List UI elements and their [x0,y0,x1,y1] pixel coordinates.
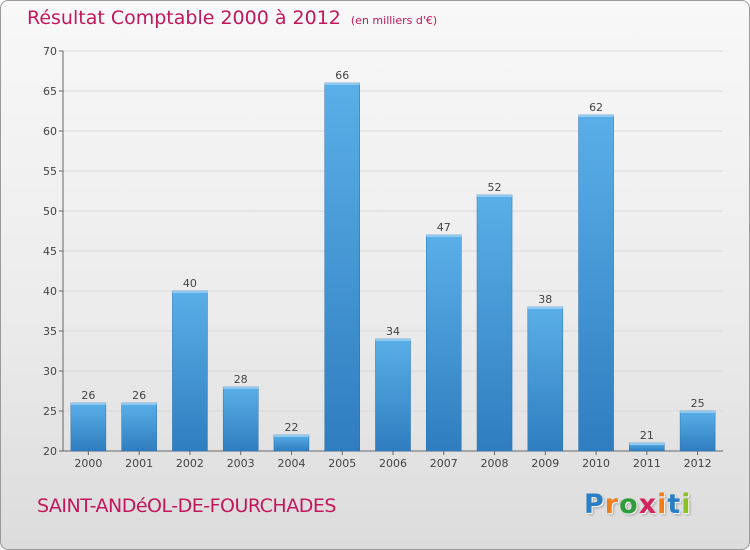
x-tick-label-2009: 2009 [531,457,559,470]
bar-highlight-2006 [375,339,411,341]
x-tick-label-2008: 2008 [481,457,509,470]
logo-letter: P [584,489,605,520]
data-label-2007: 47 [437,221,451,234]
data-label-2001: 26 [132,389,146,402]
x-tick-label-2010: 2010 [582,457,610,470]
bar-highlight-2004 [273,435,309,437]
data-label-2003: 28 [234,373,248,386]
title-row: Résultat Comptable 2000 à 2012 (en millie… [27,7,437,29]
y-tick-label: 45 [43,245,57,258]
data-label-2002: 40 [183,277,197,290]
data-label-2004: 22 [284,421,298,434]
bar-2007 [426,234,462,452]
bars [70,82,716,452]
data-label-2010: 62 [589,101,603,114]
bar-2012 [679,410,716,452]
logo-letter: x [638,489,658,520]
bar-highlight-2001 [121,403,157,405]
bar-highlight-2012 [680,411,716,413]
bar-2000 [70,402,107,452]
bar-2008 [476,194,513,452]
x-tick-label-2004: 2004 [277,457,305,470]
y-tick-label: 40 [43,285,57,298]
bar-2002 [172,290,208,452]
x-tick-label-2003: 2003 [227,457,255,470]
y-tick-label: 65 [43,85,57,98]
bar-2003 [222,386,259,452]
bar-2006 [375,338,411,452]
data-label-2009: 38 [538,293,552,306]
x-tick-label-2012: 2012 [684,457,712,470]
bar-2001 [121,402,157,452]
bar-highlight-2002 [172,291,208,293]
y-tick-labels: 20 25 30 35 40 45 50 55 60 65 70 [43,45,57,458]
x-tick-label-2001: 2001 [125,457,153,470]
bar-highlight-2007 [426,235,462,237]
bar-highlight-2003 [223,387,259,389]
logo-letter: i [657,489,668,520]
x-tick-label-2007: 2007 [430,457,458,470]
x-tick-label-2005: 2005 [328,457,356,470]
logo-letter: r [604,489,620,520]
logo-letter: i [681,489,692,520]
y-tick-label: 50 [43,205,57,218]
x-tick-labels: 2000 2001 2002 2003 2004 2005 2006 2007 2008 2009… [74,457,711,470]
bar-2005 [324,82,360,452]
chart-title: Résultat Comptable 2000 à 2012 [27,7,341,29]
data-label-2012: 25 [691,397,705,410]
y-tick-label: 55 [43,165,57,178]
data-label-2005: 66 [335,69,349,82]
bar-2009 [527,306,564,452]
y-tick-label: 25 [43,405,57,418]
y-tick-label: 70 [43,45,57,58]
y-tick-label: 35 [43,325,57,338]
bar-highlight-2008 [477,195,513,197]
data-label-2000: 26 [81,389,95,402]
y-tick-label: 20 [43,445,57,458]
chart-subtitle: (en milliers d'€) [350,14,438,27]
logo-letter: t [667,489,682,520]
x-tick-label-2000: 2000 [74,457,102,470]
y-tick-label: 60 [43,125,57,138]
data-label-2006: 34 [386,325,400,338]
bar-2004 [273,434,310,452]
data-label-2011: 21 [640,429,654,442]
proxiti-logo: Proxiti [584,489,692,520]
location-name: SAINT-ANDéOL-DE-FOURCHADES [37,495,336,517]
bar-highlight-2009 [527,307,563,309]
x-tick-label-2002: 2002 [176,457,204,470]
bar-highlight-2005 [324,83,360,85]
data-label-2008: 52 [488,181,502,194]
bar-2010 [578,114,614,452]
bar-highlight-2000 [70,403,106,405]
bar-highlight-2010 [578,115,614,117]
x-tick-label-2011: 2011 [633,457,661,470]
logo-letter: o [619,489,639,520]
data-labels: 26 26 40 28 22 66 34 47 52 38 62 21 25 [81,69,704,442]
bar-highlight-2011 [629,443,665,445]
y-tick-label: 30 [43,365,57,378]
x-tick-label-2006: 2006 [379,457,407,470]
